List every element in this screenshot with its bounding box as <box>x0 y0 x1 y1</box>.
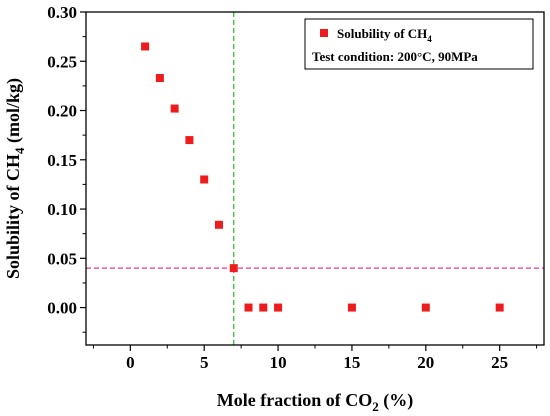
legend: Solubility of CH4 Test condition: 200°C,… <box>304 18 534 70</box>
y-tick-label: 0.15 <box>47 151 77 170</box>
data-point <box>244 303 253 312</box>
y-tick-label: 0.05 <box>47 249 77 268</box>
legend-annotation: Test condition: 200°C, 90MPa <box>312 49 478 64</box>
x-axis-title: Mole fraction of CO2 (%) <box>217 390 413 414</box>
y-tick-label: 0.00 <box>47 299 77 318</box>
data-markers <box>141 42 504 312</box>
y-tick-label: 0.25 <box>47 52 77 71</box>
data-point <box>185 136 194 145</box>
x-axis-title-unit: (%) <box>379 390 414 411</box>
legend-series-label-main: Solubility of CH <box>337 26 427 41</box>
y-tick-label: 0.20 <box>47 102 77 121</box>
data-point <box>200 175 209 184</box>
y-tick-label: 0.10 <box>47 200 77 219</box>
x-tick-label: 0 <box>126 353 135 372</box>
legend-series-label-subscript: 4 <box>427 34 432 44</box>
legend-box <box>304 18 534 70</box>
data-point <box>421 303 430 312</box>
data-point <box>347 303 356 312</box>
data-point <box>170 104 179 113</box>
legend-series-label: Solubility of CH4 <box>337 26 432 44</box>
data-point <box>141 42 150 51</box>
x-axis-title-subscript: 2 <box>372 399 379 414</box>
x-tick-label: 25 <box>491 353 508 372</box>
x-tick-label: 15 <box>343 353 360 372</box>
y-axis-title-unit: (mol/kg) <box>3 78 24 148</box>
data-point <box>259 303 268 312</box>
data-point <box>155 74 164 83</box>
x-axis-ticks: 0 5 10 15 20 25 <box>92 345 538 372</box>
reference-lines <box>86 12 544 345</box>
y-axis-title: Solubility of CH4 (mol/kg) <box>3 78 27 279</box>
x-tick-label: 20 <box>417 353 434 372</box>
data-point <box>229 264 238 273</box>
legend-marker <box>320 29 328 37</box>
data-point <box>214 220 223 229</box>
data-point <box>495 303 504 312</box>
x-tick-label: 10 <box>270 353 287 372</box>
y-axis-title-main: Solubility of CH <box>3 154 23 279</box>
x-axis-title-main: Mole fraction of CO <box>217 390 372 410</box>
x-tick-label: 5 <box>200 353 209 372</box>
y-tick-label: 0.30 <box>47 3 77 22</box>
y-axis-title-subscript: 4 <box>12 147 27 154</box>
data-point <box>274 303 283 312</box>
y-axis-ticks: 0.00 0.05 0.10 0.15 0.20 0.25 0.30 <box>47 3 86 333</box>
